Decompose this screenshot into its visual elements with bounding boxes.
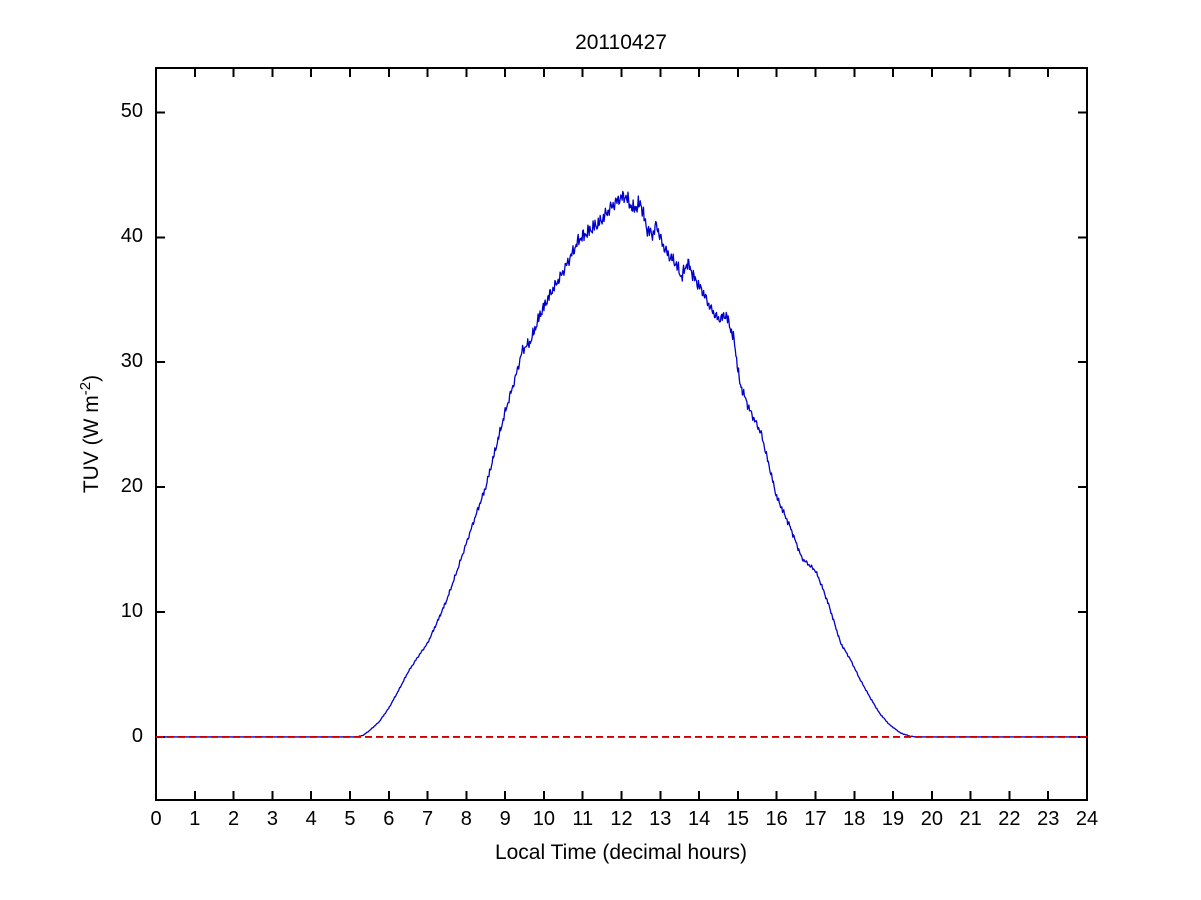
x-tick-label: 23 — [1037, 808, 1060, 830]
x-tick-label: 15 — [726, 808, 749, 830]
x-tick-label: 24 — [1075, 808, 1099, 830]
x-tick-label: 16 — [765, 808, 788, 830]
x-tick-label: 19 — [881, 808, 905, 830]
x-tick-label: 5 — [344, 808, 356, 830]
x-tick-label: 0 — [150, 808, 162, 830]
x-tick-label: 6 — [383, 808, 395, 830]
tuv-curve — [156, 190, 1087, 738]
x-tick-label: 1 — [189, 808, 201, 830]
axes-box — [155, 67, 1088, 801]
y-tick-label: 40 — [120, 225, 143, 248]
x-tick-label: 2 — [228, 808, 240, 830]
x-tick-label: 14 — [687, 808, 711, 830]
data-series-layer — [156, 190, 1087, 738]
y-tick-label: 20 — [120, 475, 143, 498]
x-tick-label: 3 — [266, 808, 278, 830]
y-tick-label: 30 — [120, 350, 143, 373]
x-tick-label: 22 — [998, 808, 1021, 830]
y-axis-label: TUV (W m-2) — [77, 284, 103, 584]
y-tick-label: 10 — [120, 600, 143, 622]
x-tick-label: 18 — [843, 808, 866, 830]
y-axis-label-close: ) — [80, 374, 103, 382]
x-tick-label: 12 — [610, 808, 633, 830]
x-tick-label: 11 — [572, 808, 594, 830]
y-tick-label: 50 — [120, 100, 143, 123]
x-tick-label: 21 — [959, 808, 982, 830]
y-axis-label-exponent: -2 — [77, 381, 94, 396]
x-tick-label: 20 — [920, 808, 943, 830]
y-tick-label: 0 — [131, 724, 143, 747]
x-tick-label: 4 — [305, 808, 317, 830]
chart-title: 20110427 — [575, 31, 667, 54]
plot-box — [155, 67, 1088, 801]
x-tick-label: 8 — [460, 808, 472, 830]
x-axis-label: Local Time (decimal hours) — [494, 841, 748, 864]
x-tick-label: 7 — [421, 808, 434, 830]
x-tick-label: 17 — [804, 808, 827, 830]
x-tick-label: 9 — [499, 808, 511, 830]
x-tick-label: 13 — [649, 808, 672, 830]
x-tick-label: 10 — [532, 808, 556, 830]
